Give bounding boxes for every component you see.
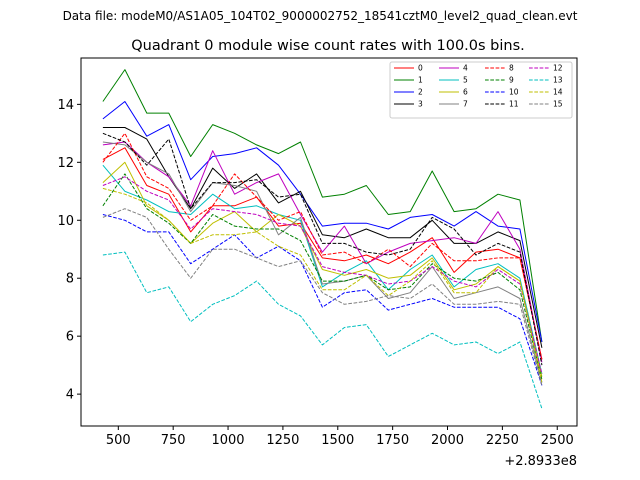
legend-label-9: 9	[509, 76, 514, 85]
legend-label-8: 8	[509, 64, 514, 73]
plot-frame	[80, 57, 578, 427]
legend-label-2: 2	[418, 88, 423, 97]
series-line-15	[102, 208, 543, 386]
x-tick-label: 500	[106, 433, 131, 448]
legend-frame	[389, 61, 573, 119]
series-line-11	[102, 132, 543, 366]
y-tick-label: 8	[66, 272, 74, 287]
x-tick-label: 2000	[431, 433, 464, 448]
legend-label-7: 7	[463, 100, 468, 109]
x-tick-label: 1000	[211, 433, 244, 448]
series-line-12	[102, 176, 543, 374]
x-tick-label: 1250	[266, 433, 299, 448]
chart-title: Quadrant 0 module wise count rates with …	[131, 38, 525, 54]
y-tick-label: 4	[66, 388, 74, 403]
y-tick-label: 14	[57, 98, 74, 113]
series-line-0	[102, 147, 543, 360]
legend-label-14: 14	[553, 88, 563, 97]
series-line-5	[102, 164, 543, 374]
legend-label-6: 6	[463, 88, 468, 97]
x-tick-label: 2500	[541, 433, 574, 448]
legend-label-15: 15	[553, 100, 563, 109]
legend-label-3: 3	[418, 100, 423, 109]
series-line-9	[102, 173, 543, 380]
series-line-2	[102, 101, 543, 343]
y-tick-label: 12	[57, 156, 74, 171]
axis-ticks: 500 750 1000 1250 1500 1750 2000 2250 2500 4 6 8 10 1…	[57, 98, 573, 448]
series-line-13	[102, 251, 543, 409]
x-tick-label: 2250	[486, 433, 519, 448]
series-line-8	[102, 132, 543, 360]
x-tick-label: 1750	[376, 433, 409, 448]
legend-label-11: 11	[509, 100, 519, 109]
legend-label-0: 0	[418, 64, 423, 73]
x-offset-text: +2.8933e8	[504, 454, 577, 469]
legend-label-5: 5	[463, 76, 468, 85]
legend-label-10: 10	[509, 88, 519, 97]
series-line-1	[102, 69, 543, 343]
series-line-10	[102, 214, 543, 386]
suptitle: Data file: modeM0/AS1A05_104T02_90000027…	[63, 9, 578, 23]
legend-label-12: 12	[553, 64, 563, 73]
series-line-14	[102, 187, 543, 383]
y-tick-label: 6	[66, 330, 74, 345]
legend-label-4: 4	[463, 64, 468, 73]
x-tick-label: 1500	[321, 433, 354, 448]
series-line-7	[102, 141, 543, 383]
y-tick-label: 10	[57, 214, 74, 229]
series-layer	[102, 69, 543, 409]
series-line-3	[102, 127, 543, 348]
legend-label-1: 1	[418, 76, 423, 85]
x-tick-label: 750	[161, 433, 186, 448]
legend-label-13: 13	[553, 76, 563, 85]
